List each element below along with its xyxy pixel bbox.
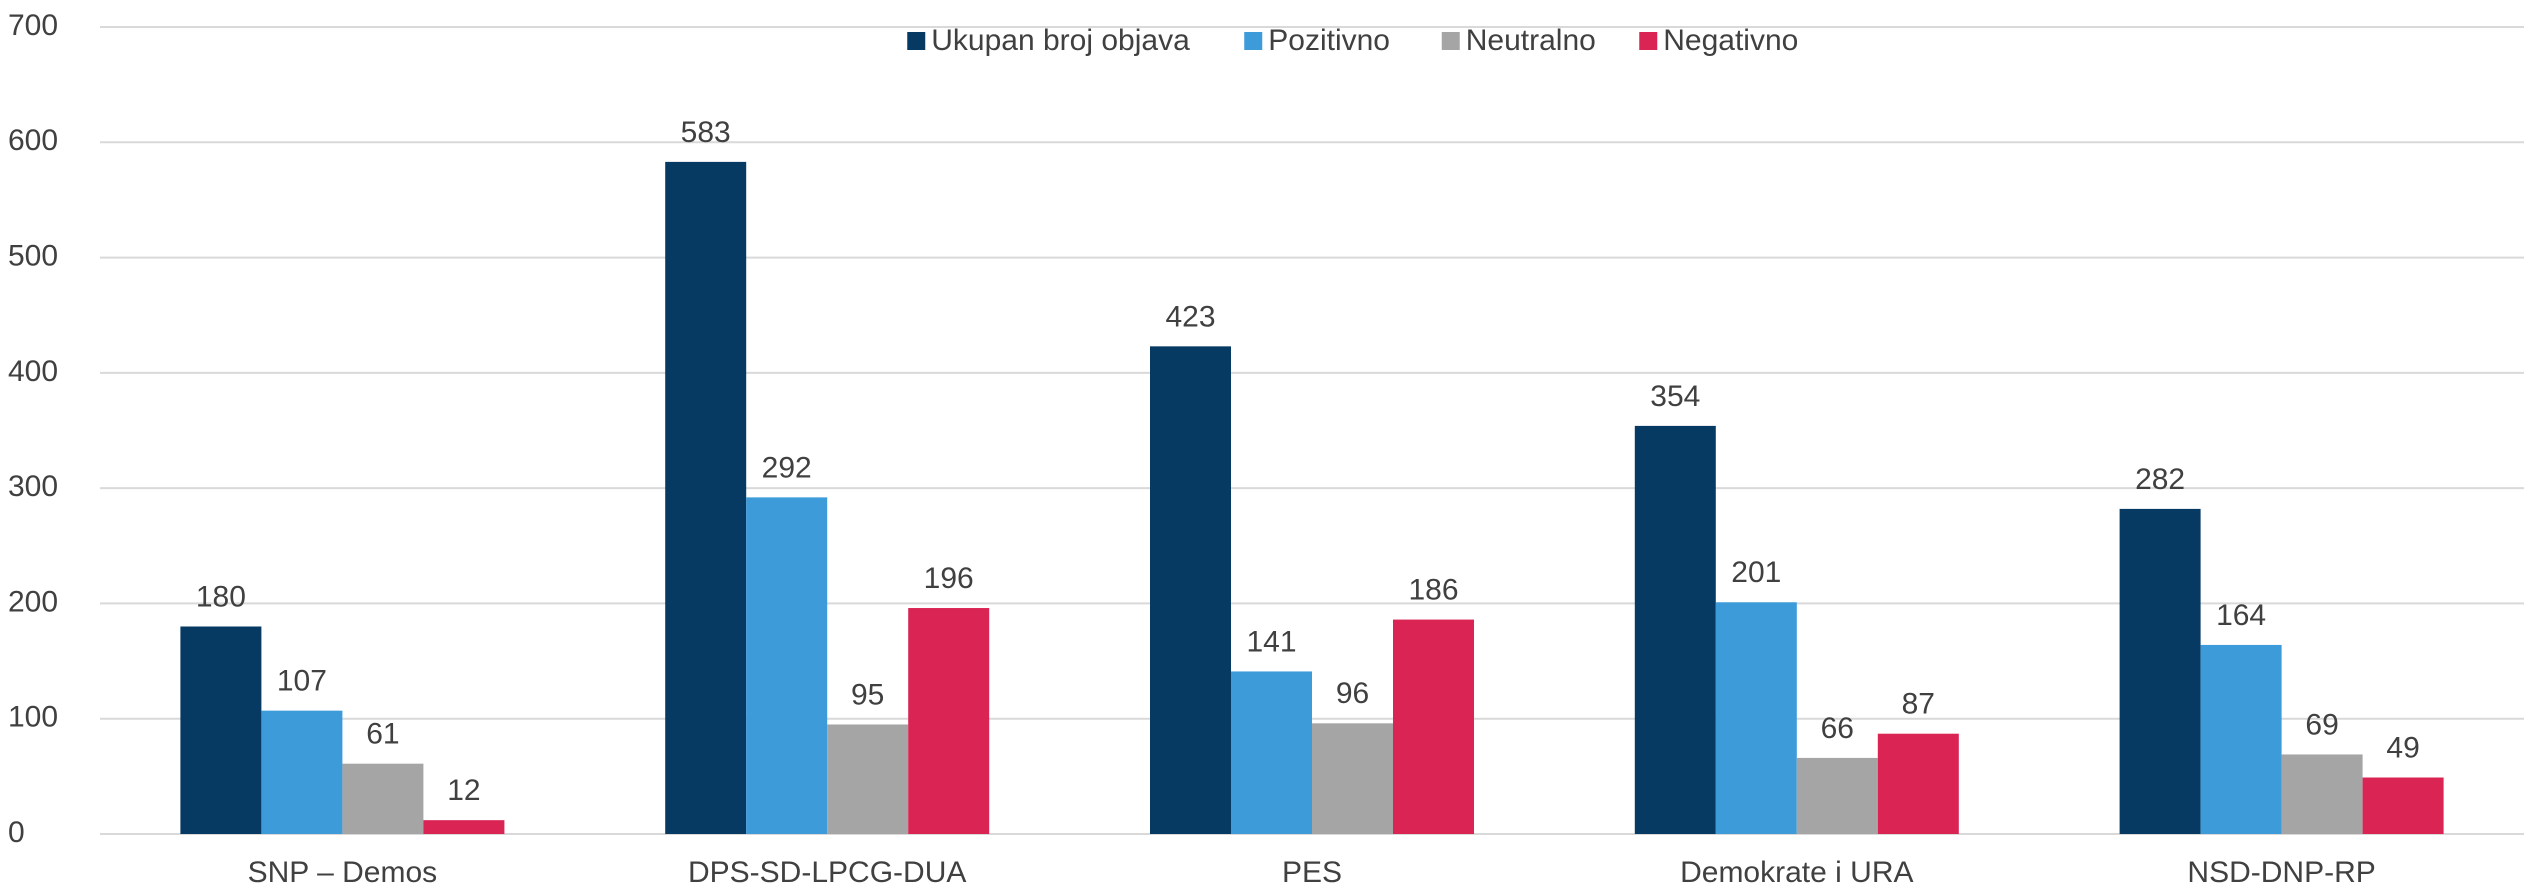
x-tick-label: DPS-SD-LPCG-DUA — [688, 856, 966, 887]
bar — [908, 608, 990, 834]
bar — [1231, 671, 1312, 834]
bar — [2119, 508, 2201, 834]
legend-label: Pozitivno — [1268, 24, 1390, 57]
bar — [1312, 723, 1393, 834]
x-tick-label: SNP – Demos — [248, 856, 438, 887]
data-label: 87 — [1902, 688, 1935, 721]
y-tick-label: 500 — [8, 239, 58, 272]
y-tick-label: 100 — [8, 701, 58, 734]
y-tick-label: 400 — [8, 355, 58, 388]
bar — [2200, 644, 2282, 834]
legend-swatch — [907, 32, 926, 50]
data-label: 201 — [1731, 556, 1781, 589]
bar — [1877, 733, 1959, 834]
data-label: 141 — [1246, 625, 1296, 658]
bar — [1715, 602, 1797, 834]
bar — [180, 626, 262, 834]
data-label: 61 — [366, 718, 399, 751]
data-label: 583 — [681, 116, 731, 149]
legend-swatch — [1441, 32, 1460, 50]
x-tick-label: PES — [1282, 856, 1342, 887]
data-label: 196 — [924, 562, 974, 595]
data-label: 423 — [1165, 300, 1215, 333]
bar — [261, 710, 343, 834]
y-tick-label: 300 — [8, 470, 58, 503]
legend-label: Negativno — [1663, 24, 1798, 57]
x-tick-label: NSD-DNP-RP — [2187, 856, 2375, 887]
y-tick-label: 600 — [8, 124, 58, 157]
bar — [665, 161, 747, 835]
data-label: 354 — [1650, 380, 1700, 413]
data-label: 107 — [277, 665, 327, 698]
data-label: 96 — [1336, 677, 1369, 710]
bar — [423, 820, 505, 834]
data-label: 95 — [851, 678, 884, 711]
data-label: 66 — [1821, 712, 1854, 745]
legend-swatch — [1639, 32, 1658, 50]
data-label: 49 — [2386, 731, 2419, 764]
bar — [2362, 777, 2444, 834]
bar — [1393, 619, 1474, 834]
bar — [2281, 754, 2363, 834]
data-label: 69 — [2305, 708, 2338, 741]
bar — [342, 763, 424, 834]
bar — [1634, 425, 1716, 834]
data-label: 164 — [2216, 599, 2266, 632]
data-label: 180 — [196, 580, 246, 613]
y-tick-label: 700 — [8, 9, 58, 42]
data-label: 186 — [1408, 573, 1458, 606]
bar — [746, 497, 828, 834]
y-tick-label: 0 — [8, 816, 25, 849]
legend-label: Ukupan broj objava — [931, 24, 1190, 57]
bar — [1796, 757, 1878, 834]
y-tick-label: 200 — [8, 585, 58, 618]
legend-swatch — [1244, 32, 1263, 50]
data-label: 282 — [2135, 463, 2185, 496]
legend-label: Neutralno — [1466, 24, 1596, 57]
data-label: 292 — [762, 451, 812, 484]
data-label: 12 — [447, 774, 480, 807]
bar — [827, 724, 909, 834]
x-tick-label: Demokrate i URA — [1680, 856, 1913, 887]
bar — [1150, 346, 1231, 834]
